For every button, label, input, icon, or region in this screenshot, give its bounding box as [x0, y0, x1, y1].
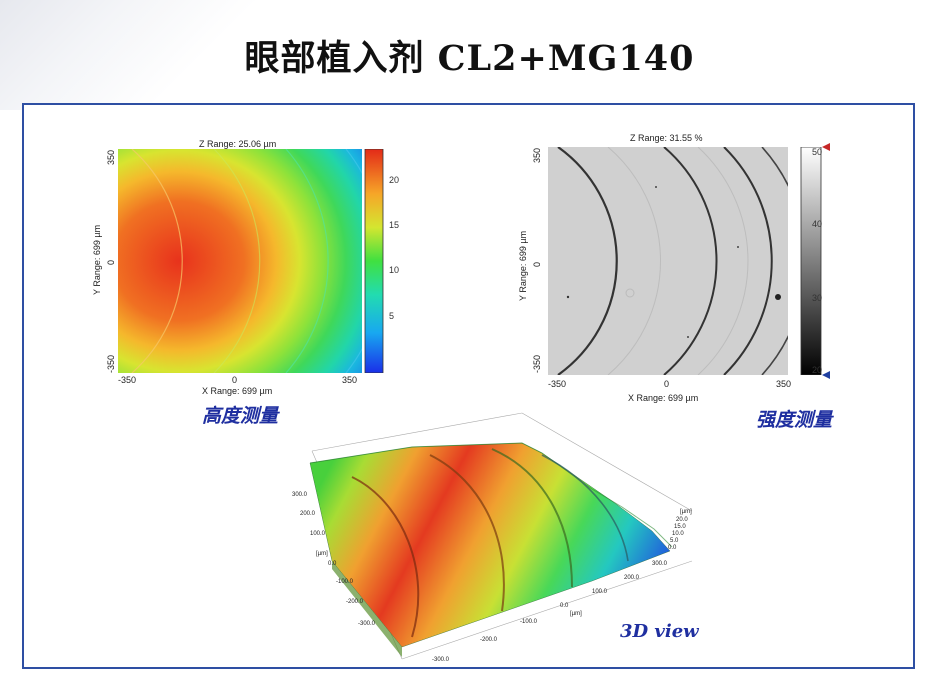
axis-z-tick: 15.0 [674, 524, 686, 530]
surface-3d-view [309, 412, 693, 660]
colorbar-marker-icon [822, 143, 830, 151]
height-x-tick-left: -350 [118, 375, 137, 385]
intensity-y-tick-top: 350 [532, 147, 542, 163]
axis-x-tick: 0.0 [560, 603, 569, 609]
axis-x-tick: -100.0 [520, 619, 538, 625]
intensity-colorbar-tick-40: 40 [812, 219, 823, 229]
height-colorbar-tick-20: 20 [389, 175, 400, 185]
height-colorbar-tick-15: 15 [389, 220, 400, 230]
height-x-range-label: X Range: 699 µm [202, 386, 273, 396]
height-x-tick-right: 350 [342, 375, 358, 385]
axis-z-tick: 0.0 [668, 545, 677, 551]
intensity-colorbar-tick-20: 20 [812, 365, 823, 375]
axis-x-tick: 300.0 [652, 561, 668, 567]
height-y-tick-mid: 0 [106, 259, 116, 265]
intensity-map-image [548, 147, 788, 375]
axis-y-tick: 0.0 [328, 561, 337, 567]
height-z-range-label: Z Range: 25.06 µm [199, 139, 277, 149]
axis-y-tick: -200.0 [346, 599, 364, 605]
intensity-colorbar-tick-30: 30 [812, 293, 823, 303]
height-y-range-label: Y Range: 699 µm [92, 224, 102, 295]
intensity-x-tick-right: 350 [776, 379, 792, 389]
height-map-panel: Z Range: 25.06 µm [84, 135, 404, 405]
axis-z-tick: 5.0 [670, 538, 679, 544]
height-x-tick-mid: 0 [232, 375, 238, 385]
intensity-z-range-label: Z Range: 31.55 % [630, 133, 703, 143]
intensity-map-panel: Z Range: 31.55 % Y Range: 699 µm 350 0 -… [514, 133, 874, 413]
axis-z-tick: 10.0 [672, 531, 684, 537]
background-corner-shade [0, 0, 260, 110]
axis-z-label: [µm] [680, 509, 692, 515]
height-colorbar [364, 149, 384, 373]
height-map-image [118, 149, 362, 373]
height-colorbar-tick-5: 5 [389, 311, 395, 321]
axis-y-label: [µm] [316, 551, 328, 557]
axis-x-tick: 100.0 [592, 589, 608, 595]
height-y-tick-top: 350 [106, 149, 116, 165]
content-frame: Z Range: 25.06 µm [22, 103, 915, 669]
axis-y-tick: 100.0 [310, 531, 326, 537]
axis-x-label: [µm] [570, 611, 582, 617]
axis-y-tick: 300.0 [292, 492, 308, 498]
axis-x-tick: -300.0 [432, 657, 450, 663]
intensity-x-tick-mid: 0 [664, 379, 670, 389]
axis-y-tick: -300.0 [358, 621, 376, 627]
intensity-y-tick-mid: 0 [532, 261, 542, 267]
intensity-x-range-label: X Range: 699 µm [628, 393, 699, 403]
intensity-y-range-label: Y Range: 699 µm [518, 230, 528, 301]
height-map-caption: 高度测量 [202, 405, 279, 427]
axis-y-tick: -100.0 [336, 579, 354, 585]
axis-y-tick: 200.0 [300, 511, 316, 517]
axis-x-tick: -200.0 [480, 637, 498, 643]
intensity-map-caption: 强度测量 [756, 409, 833, 431]
axis-z-tick: 20.0 [676, 517, 688, 523]
intensity-x-tick-left: -350 [548, 379, 567, 389]
page-title: 眼部植入剂 CL2+MG140 [244, 38, 695, 79]
intensity-y-tick-bottom: -350 [532, 354, 542, 373]
colorbar-marker-icon [822, 371, 830, 379]
view3d-caption: 3D view [620, 621, 699, 642]
height-colorbar-tick-10: 10 [389, 265, 400, 275]
intensity-colorbar [800, 147, 822, 375]
axis-x-tick: 200.0 [624, 575, 640, 581]
intensity-colorbar-tick-50: 50 [812, 147, 823, 157]
height-y-tick-bottom: -350 [106, 354, 116, 373]
